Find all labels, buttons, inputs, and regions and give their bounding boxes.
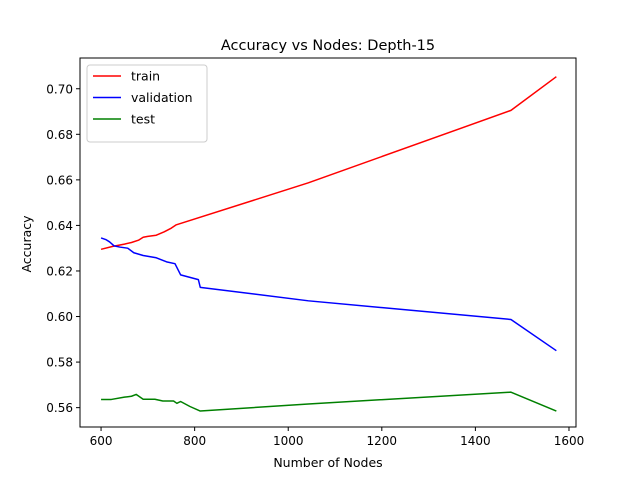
series-line-test [101, 391, 557, 412]
legend-label-train: train [131, 69, 160, 84]
x-tick-label: 600 [90, 434, 113, 448]
legend-label-test: test [131, 112, 155, 127]
y-axis: 0.56 0.58 0.60 0.62 0.64 0.66 0.68 0.70 [46, 82, 80, 415]
series-lines [100, 76, 557, 412]
x-tick-label: 1000 [273, 434, 304, 448]
legend-box [86, 64, 208, 143]
plot-area [79, 57, 577, 428]
legend: train validation test [86, 64, 208, 143]
y-axis-label: Accuracy [19, 215, 34, 273]
x-tick-label: 1400 [460, 434, 491, 448]
x-tick-label: 800 [183, 434, 206, 448]
y-tick-label: 0.56 [46, 401, 73, 415]
y-tick-label: 0.58 [46, 356, 73, 370]
y-tick-label: 0.70 [46, 82, 73, 96]
y-tick-label: 0.66 [46, 173, 73, 187]
y-tick-label: 0.62 [46, 264, 73, 278]
plot-frame [79, 57, 577, 428]
x-axis-label: Number of Nodes [273, 455, 382, 470]
y-tick-label: 0.60 [46, 310, 73, 324]
x-axis: 600 800 1000 1200 1400 1600 [90, 427, 585, 448]
chart-title: Accuracy vs Nodes: Depth-15 [221, 38, 435, 54]
x-tick-label: 1600 [554, 434, 585, 448]
series-line-validation [100, 237, 557, 352]
y-tick-label: 0.64 [46, 219, 73, 233]
y-tick-label: 0.68 [46, 128, 73, 142]
x-tick-label: 1200 [367, 434, 398, 448]
legend-label-validation: validation [131, 90, 193, 105]
series-line-train [100, 76, 557, 251]
